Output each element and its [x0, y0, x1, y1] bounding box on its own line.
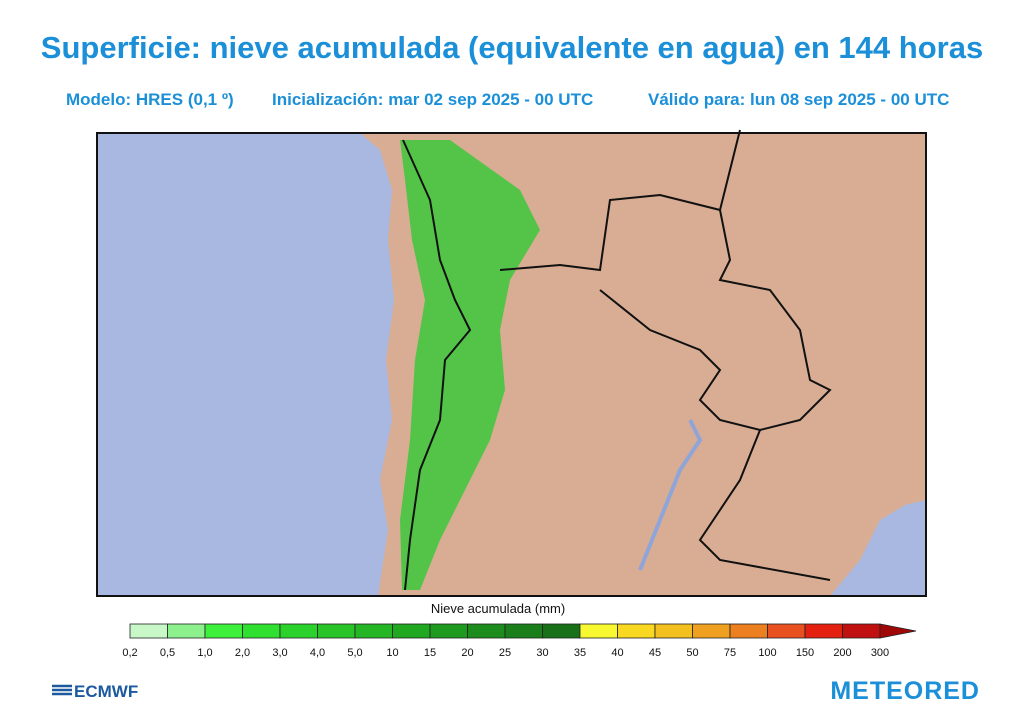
- title: Superficie: nieve acumulada (equivalente…: [40, 30, 984, 65]
- legend-swatch: [467, 623, 506, 639]
- ocean: [97, 133, 394, 596]
- legend-swatch: [279, 623, 318, 639]
- legend-swatch: [504, 623, 543, 639]
- legend-swatch: [729, 623, 768, 639]
- legend: 0,2 0,5 1,0 2,0 3,0 4,0 5,0 10 15 20 25 30 35 40 45 50 7…: [122, 623, 917, 659]
- border: [698, 129, 831, 581]
- legend-swatch: [129, 623, 168, 639]
- border: [499, 193, 832, 432]
- model: Modelo: HRES (0,1 º): [66, 90, 234, 109]
- legend-label: 45: [649, 647, 661, 659]
- legend-label: 1,0: [197, 647, 212, 659]
- map: [96, 129, 927, 597]
- legend-swatch: [429, 623, 468, 639]
- legend-swatch: [804, 623, 843, 639]
- border: [402, 139, 472, 591]
- init: Inicialización: mar 02 sep 2025 - 00 UTC: [272, 90, 594, 109]
- legend-label: 10: [386, 647, 398, 659]
- legend-label: 25: [499, 647, 511, 659]
- legend-label: 0,5: [160, 647, 175, 659]
- legend-label: 2,0: [235, 647, 250, 659]
- river: [638, 419, 703, 571]
- legend-label: 15: [424, 647, 436, 659]
- meteored-text: METEORED: [830, 677, 980, 705]
- legend-label: 20: [461, 647, 473, 659]
- legend-swatch: [767, 623, 806, 639]
- legend-label: 4,0: [310, 647, 325, 659]
- legend-swatch: [542, 623, 581, 639]
- legend-swatch: [204, 623, 243, 639]
- ocean-east: [830, 500, 926, 596]
- legend-label: 100: [758, 647, 776, 659]
- legend-swatch: [617, 623, 656, 639]
- legend-swatch: [317, 623, 356, 639]
- legend-label: 40: [611, 647, 623, 659]
- legend-swatch: [354, 623, 393, 639]
- legend-arrow: [879, 623, 917, 639]
- legend-label: 300: [871, 647, 889, 659]
- legend-label: 35: [574, 647, 586, 659]
- legend-label: 3,0: [272, 647, 287, 659]
- legend-swatch: [242, 623, 281, 639]
- ecmwf-text: ECMWF: [74, 682, 138, 701]
- legend-swatch: [392, 623, 431, 639]
- legend-swatch: [579, 623, 618, 639]
- ecmwf-logo: ECMWF: [52, 682, 138, 701]
- legend-label: 75: [724, 647, 736, 659]
- legend-title: Nieve acumulada (mm): [431, 601, 565, 616]
- legend-swatch: [692, 623, 731, 639]
- legend-label: 200: [833, 647, 851, 659]
- legend-swatch: [842, 623, 881, 639]
- legend-label: 50: [686, 647, 698, 659]
- valid: Válido para: lun 08 sep 2025 - 00 UTC: [648, 90, 950, 109]
- legend-label: 0,2: [122, 647, 137, 659]
- legend-label: 150: [796, 647, 814, 659]
- legend-label: 5,0: [347, 647, 362, 659]
- snow-area: [400, 140, 540, 590]
- legend-swatch: [167, 623, 206, 639]
- map-frame: [96, 132, 927, 597]
- legend-swatch: [654, 623, 693, 639]
- legend-label: 30: [536, 647, 548, 659]
